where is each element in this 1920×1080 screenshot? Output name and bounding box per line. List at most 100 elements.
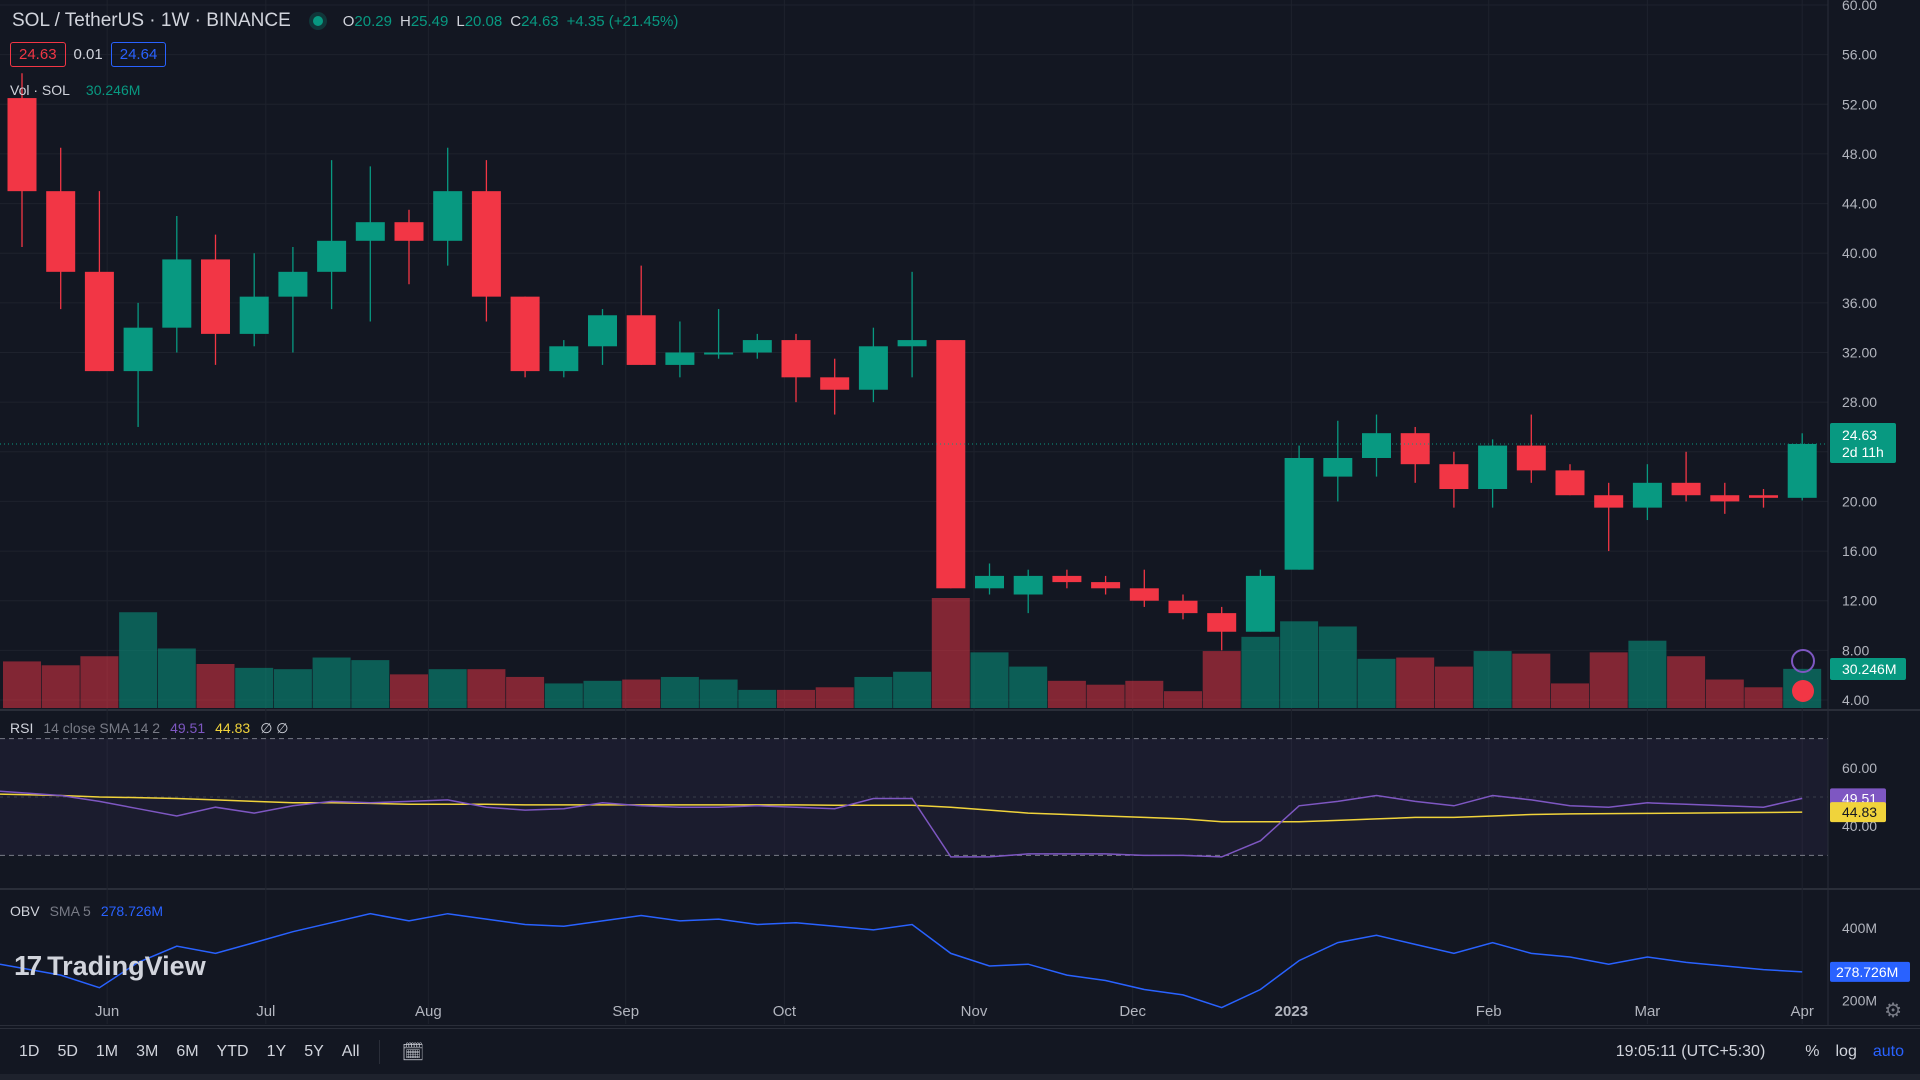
rsi-line [0, 790, 1803, 858]
timeframe-3m-button[interactable]: 3M [136, 1043, 159, 1060]
buy-price-button[interactable]: 24.64 [110, 42, 167, 67]
candle-body [123, 327, 153, 372]
clock[interactable]: 19:05:11 (UTC+5:30) [1615, 1043, 1766, 1060]
volume-bar [1705, 679, 1744, 708]
time-tick-label: Dec [1119, 1003, 1146, 1020]
candle-body [1091, 582, 1121, 589]
symbol-title[interactable]: SOL / TetherUS · 1W · BINANCE [12, 10, 291, 31]
candle-body [858, 346, 888, 390]
rsi-band [0, 738, 1828, 856]
price-axis: 60.00 56.00 52.00 48.00 44.00 40.00 36.00 32.00… [1791, 0, 1910, 1025]
countdown-label: 2d 11h [1842, 444, 1884, 460]
price-tick-label: 60.00 [1842, 0, 1877, 13]
volume-bar [312, 657, 351, 708]
candle-body [1516, 445, 1546, 471]
rsi-tick-label: 60.00 [1842, 760, 1877, 776]
price-tick-label: 32.00 [1842, 345, 1877, 361]
candle-body [1671, 482, 1701, 496]
obv-params: SMA 5 [49, 903, 91, 919]
timeframe-6m-button[interactable]: 6M [176, 1043, 199, 1060]
toolbar-divider [378, 1040, 380, 1064]
bottom-toolbar: 1D 5D 1M 3M 6M YTD 1Y 5Y All 🗓 19:05:11 … [0, 1028, 1920, 1075]
candle-body [936, 340, 966, 589]
volume-bar [119, 612, 158, 708]
pane-divider [0, 1025, 1920, 1026]
volume-bar [157, 648, 196, 708]
volume-bar [80, 656, 119, 708]
obv-value: 278.726M [100, 903, 164, 919]
timeframe-1y-button[interactable]: 1Y [266, 1043, 287, 1060]
rsi-sma-tag-label: 44.83 [1842, 804, 1877, 820]
volume-bar [1318, 626, 1357, 708]
settings-gear-icon[interactable]: ⚙ [1884, 1000, 1902, 1022]
calendar-range-icon[interactable]: 🗓 [401, 1041, 425, 1062]
pane-divider [0, 709, 1920, 711]
symbol-header[interactable]: SOL / TetherUS · 1W · BINANCE O20.29 H25… [12, 10, 678, 32]
volume-bars [3, 598, 1822, 708]
close-value: 24.63 [521, 12, 559, 30]
volume-bar [1357, 658, 1396, 708]
candle-body [1439, 464, 1469, 490]
candle-body [1168, 600, 1198, 614]
log-scale-button[interactable]: log [1835, 1043, 1857, 1060]
rsi-pane [0, 738, 1828, 858]
bid-ask: 24.63 0.01 24.64 [10, 42, 167, 67]
volume-label: Vol · SOL [10, 82, 70, 98]
candle-body [1400, 433, 1430, 465]
volume-bar [815, 687, 854, 708]
volume-bar [1628, 640, 1667, 708]
volume-bar [893, 671, 932, 708]
sell-price-button[interactable]: 24.63 [10, 42, 66, 67]
volume-bar [351, 660, 390, 708]
price-tick-label: 20.00 [1842, 493, 1877, 509]
timeframe-5d-button[interactable]: 5D [57, 1043, 78, 1060]
time-axis: Jun Jul Aug Sep Oct Nov Dec 2023 Feb Mar Apr [95, 1003, 1814, 1020]
auto-scale-button[interactable]: auto [1872, 1043, 1904, 1060]
volume-bar [1086, 684, 1125, 708]
timeframe-1d-button[interactable]: 1D [19, 1043, 40, 1060]
volume-bar [583, 680, 622, 708]
price-tick-label: 56.00 [1842, 47, 1877, 63]
bottom-scrollbar[interactable] [0, 1074, 1920, 1080]
candle-body [781, 340, 811, 378]
candle-body [975, 575, 1004, 589]
candle-body [317, 240, 347, 272]
timeframe-ytd-button[interactable]: YTD [216, 1043, 249, 1060]
volume-bar [660, 676, 699, 708]
volume-bar [1047, 680, 1086, 708]
volume-bar [544, 683, 583, 708]
candle-body [742, 340, 772, 353]
timeframe-5y-button[interactable]: 5Y [304, 1043, 324, 1060]
volume-bar [1164, 691, 1202, 708]
candle-body [355, 222, 385, 241]
volume-bar [699, 679, 738, 708]
volume-bar [506, 676, 545, 708]
spread-value: 0.01 [73, 46, 103, 63]
high-label: H [399, 12, 411, 30]
volume-bar [273, 669, 312, 708]
rsi-label: RSI [10, 720, 34, 736]
percent-scale-button[interactable]: % [1805, 1043, 1820, 1060]
rsi-sma-tag [1830, 802, 1886, 823]
timeframe-all-button[interactable]: All [341, 1043, 360, 1060]
candle-body [394, 222, 424, 241]
price-tick-label: 16.00 [1842, 543, 1877, 559]
flag-icon [1792, 680, 1814, 702]
rsi-legend[interactable]: RSI 14 close SMA 14 2 49.51 44.83 ∅ ∅ [10, 720, 288, 737]
candle-body [471, 191, 501, 297]
rsi-tick-label: 40.00 [1842, 818, 1877, 834]
tradingview-logo[interactable]: 17 TradingView [14, 950, 206, 982]
price-tick-label: 12.00 [1842, 593, 1877, 609]
candle-body [1710, 495, 1740, 502]
volume-bar [1434, 666, 1473, 708]
volume-bar [1473, 651, 1512, 708]
time-tick-label: Feb [1476, 1003, 1502, 1020]
candle-body [1632, 482, 1662, 508]
candle-body [433, 191, 463, 241]
volume-legend[interactable]: Vol · SOL 30.246M [10, 82, 140, 98]
scale-controls: 19:05:11 (UTC+5:30) % log auto [1616, 1029, 1904, 1075]
volume-tag [1830, 658, 1906, 680]
timeframe-1m-button[interactable]: 1M [95, 1043, 119, 1060]
obv-legend[interactable]: OBV SMA 5 278.726M [10, 903, 163, 919]
